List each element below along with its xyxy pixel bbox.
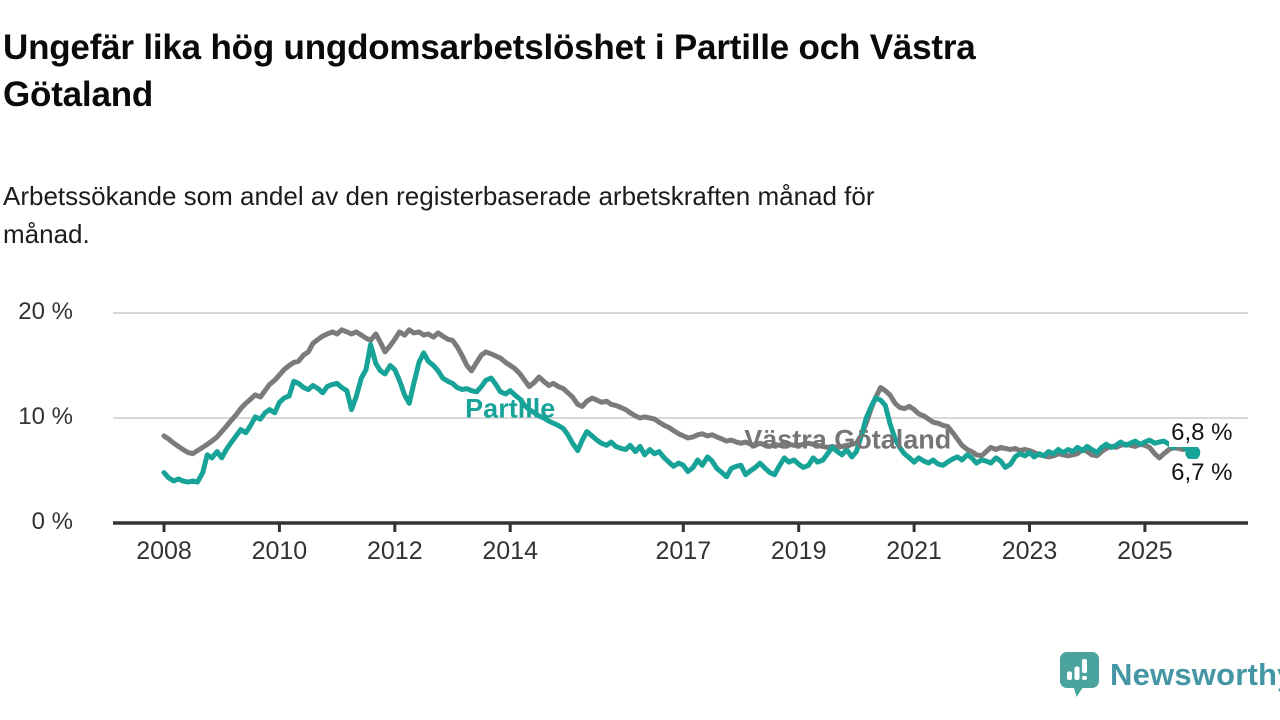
- series-label-partille: Partille: [465, 393, 556, 424]
- x-axis-tick-label: 2023: [1001, 537, 1058, 565]
- newsworthy-logo: Newsworthy: [1059, 651, 1280, 699]
- series-end-dot: [1185, 445, 1201, 461]
- series-line-partille: [161, 342, 1196, 485]
- newsworthy-logo-icon: [1060, 652, 1099, 697]
- page-title: Ungefär lika hög ungdomsarbetslöshet i P…: [3, 28, 976, 114]
- x-axis-tick-label: 2017: [655, 537, 712, 565]
- x-axis-tick-label: 2021: [886, 537, 942, 565]
- x-axis-tick-label: 2019: [770, 537, 827, 565]
- x-axis-tick-label: 2014: [482, 537, 538, 565]
- y-axis-tick-label: 10 %: [18, 403, 73, 430]
- chart-subtitle: Arbetssökande som andel av den registerb…: [3, 181, 875, 249]
- y-axis-tick-label: 20 %: [18, 298, 73, 325]
- x-axis-tick-label: 2010: [251, 537, 308, 565]
- x-axis-tick-label: 2008: [136, 537, 192, 565]
- series-end-value-label: 6,7 %: [1169, 459, 1235, 488]
- series-end-value-label: 6,8 %: [1169, 418, 1235, 447]
- x-axis-tick-label: 2012: [366, 537, 423, 565]
- y-axis-tick-label: 0 %: [31, 508, 73, 535]
- x-axis-tick-label: 2025: [1117, 537, 1173, 565]
- newsworthy-logo-text: Newsworthy: [1110, 657, 1280, 692]
- series-line-v-stra-g-taland: [161, 327, 1196, 461]
- series-label-v-stra-g-taland: Västra Götaland: [744, 424, 952, 455]
